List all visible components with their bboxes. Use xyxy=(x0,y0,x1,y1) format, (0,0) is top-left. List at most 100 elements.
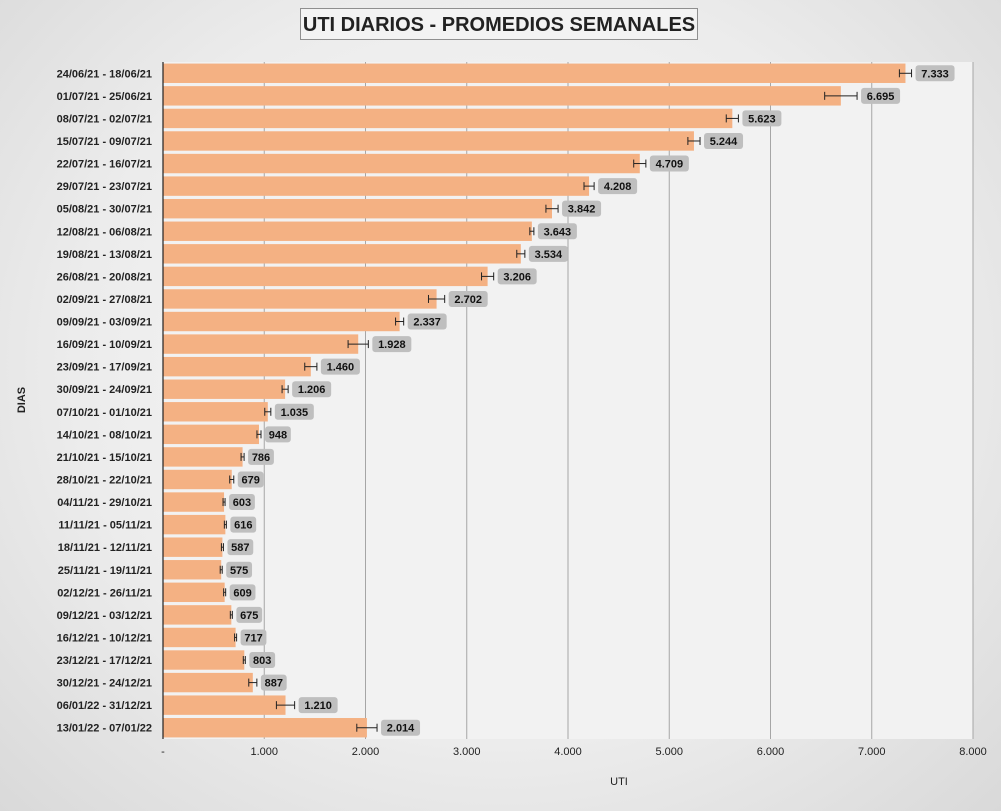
bar xyxy=(163,244,521,263)
category-label: 09/12/21 - 03/12/21 xyxy=(57,610,152,622)
category-label: 13/01/22 - 07/01/22 xyxy=(57,723,152,735)
bar xyxy=(163,718,367,737)
value-label: 679 xyxy=(241,474,259,486)
value-label: 2.702 xyxy=(454,294,482,306)
bar xyxy=(163,199,552,218)
bar xyxy=(163,222,532,241)
bar xyxy=(163,560,221,579)
value-label: 803 xyxy=(253,655,271,667)
value-label: 1.460 xyxy=(327,362,355,374)
value-label: 575 xyxy=(230,565,248,577)
bar xyxy=(163,695,286,714)
x-tick-label: 3.000 xyxy=(453,746,481,758)
value-label: 3.842 xyxy=(568,204,596,216)
bar xyxy=(163,312,400,331)
bar xyxy=(163,425,259,444)
bar xyxy=(163,131,694,150)
value-label: 3.534 xyxy=(535,249,563,261)
value-label: 675 xyxy=(240,610,258,622)
category-label: 14/10/21 - 08/10/21 xyxy=(57,429,152,441)
category-label: 05/08/21 - 30/07/21 xyxy=(57,204,152,216)
bar xyxy=(163,176,589,195)
category-label: 30/09/21 - 24/09/21 xyxy=(57,384,152,396)
category-label: 19/08/21 - 13/08/21 xyxy=(57,249,152,261)
category-label: 02/09/21 - 27/08/21 xyxy=(57,294,152,306)
category-label: 16/09/21 - 10/09/21 xyxy=(57,339,152,351)
x-tick-label: 4.000 xyxy=(554,746,582,758)
bar xyxy=(163,605,231,624)
bar xyxy=(163,673,253,692)
category-label: 21/10/21 - 15/10/21 xyxy=(57,452,152,464)
category-label: 04/11/21 - 29/10/21 xyxy=(57,497,152,509)
x-tick-label: 6.000 xyxy=(757,746,785,758)
category-label: 02/12/21 - 26/11/21 xyxy=(57,587,152,599)
value-label: 4.208 xyxy=(604,181,632,193)
bar xyxy=(163,583,225,602)
value-label: 2.014 xyxy=(387,723,415,735)
value-label: 5.623 xyxy=(748,113,776,125)
value-label: 5.244 xyxy=(710,136,738,148)
bar xyxy=(163,470,232,489)
value-label: 1.928 xyxy=(378,339,406,351)
category-label: 22/07/21 - 16/07/21 xyxy=(57,159,152,171)
value-label: 3.206 xyxy=(503,271,531,283)
bar xyxy=(163,64,905,83)
x-tick-label: 1.000 xyxy=(250,746,278,758)
bar xyxy=(163,447,243,466)
category-label: 29/07/21 - 23/07/21 xyxy=(57,181,152,193)
bar xyxy=(163,380,285,399)
bar xyxy=(163,492,224,511)
bar xyxy=(163,154,640,173)
bar xyxy=(163,537,222,556)
category-label: 18/11/21 - 12/11/21 xyxy=(58,542,152,554)
x-tick-label: 7.000 xyxy=(858,746,886,758)
value-label: 887 xyxy=(265,678,283,690)
value-label: 6.695 xyxy=(867,91,895,103)
category-label: 07/10/21 - 01/10/21 xyxy=(57,407,152,419)
category-label: 30/12/21 - 24/12/21 xyxy=(57,678,152,690)
category-label: 15/07/21 - 09/07/21 xyxy=(57,136,152,148)
category-label: 01/07/21 - 25/06/21 xyxy=(57,91,152,103)
bar xyxy=(163,402,268,421)
value-label: 603 xyxy=(233,497,251,509)
category-label: 23/12/21 - 17/12/21 xyxy=(57,655,152,667)
x-tick-labels: - 1.000 2.000 3.000 4.000 5.000 6.000 7.000 8.00… xyxy=(161,746,987,758)
bar xyxy=(163,515,225,534)
bar xyxy=(163,650,244,669)
bar xyxy=(163,109,732,128)
value-label: 2.337 xyxy=(413,317,441,329)
category-label: 25/11/21 - 19/11/21 xyxy=(58,565,152,577)
category-labels: 24/06/21 - 18/06/21 01/07/21 - 25/06/21 08… xyxy=(57,68,152,734)
bar xyxy=(163,334,358,353)
category-label: 09/09/21 - 03/09/21 xyxy=(57,317,152,329)
x-tick-label: 8.000 xyxy=(959,746,987,758)
category-label: 12/08/21 - 06/08/21 xyxy=(57,226,152,238)
value-label: 616 xyxy=(234,520,252,532)
bar xyxy=(163,628,236,647)
value-label: 609 xyxy=(233,587,251,599)
bar xyxy=(163,86,841,105)
value-label: 786 xyxy=(252,452,270,464)
value-label: 4.709 xyxy=(656,159,684,171)
bar xyxy=(163,267,488,286)
category-label: 24/06/21 - 18/06/21 xyxy=(57,68,152,80)
category-label: 28/10/21 - 22/10/21 xyxy=(57,474,152,486)
value-label: 717 xyxy=(244,632,262,644)
category-label: 11/11/21 - 05/11/21 xyxy=(58,520,152,532)
bar xyxy=(163,357,311,376)
category-label: 26/08/21 - 20/08/21 xyxy=(57,271,152,283)
category-label: 08/07/21 - 02/07/21 xyxy=(57,113,152,125)
value-label: 7.333 xyxy=(921,68,949,80)
category-label: 16/12/21 - 10/12/21 xyxy=(57,632,152,644)
bar xyxy=(163,289,437,308)
value-label: 1.035 xyxy=(281,407,309,419)
x-axis-title: UTI xyxy=(610,776,628,788)
x-tick-label: 5.000 xyxy=(655,746,683,758)
y-axis-title: DIAS xyxy=(16,387,28,413)
value-label: 1.210 xyxy=(304,700,332,712)
category-label: 23/09/21 - 17/09/21 xyxy=(57,362,152,374)
value-label: 587 xyxy=(231,542,249,554)
value-label: 1.206 xyxy=(298,384,326,396)
x-tick-label: 2.000 xyxy=(352,746,380,758)
